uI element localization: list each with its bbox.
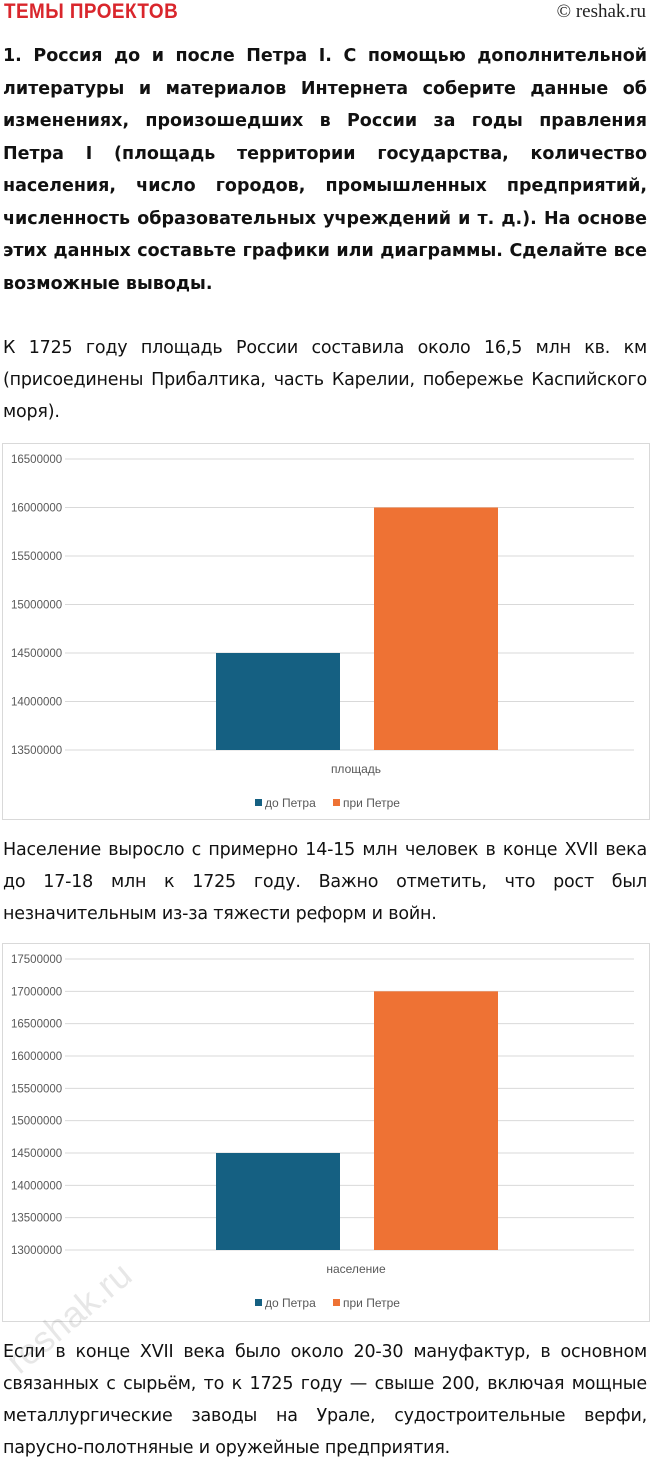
legend-label: при Петре: [343, 796, 400, 810]
bar-before: [216, 1153, 340, 1250]
y-tick-label: 14500000: [11, 1148, 62, 1160]
y-tick-label: 15500000: [11, 551, 62, 563]
y-tick-label: 16000000: [11, 1051, 62, 1063]
y-tick-label: 13500000: [11, 745, 62, 757]
paragraph-manufactures: Если в конце XVII века было около 20-30 …: [3, 1342, 647, 1458]
x-category-label: население: [326, 1262, 386, 1276]
bar-after: [374, 991, 498, 1250]
brand-logo: ТЕМЫ ПРОЕКТОВ: [4, 0, 179, 23]
legend-label: при Петре: [343, 1296, 400, 1310]
area-chart: 13500000 14000000 14500000 15000000 15500000…: [2, 443, 650, 820]
y-tick-label: 14000000: [11, 1180, 62, 1192]
copyright: © reshak.ru: [556, 1, 646, 22]
legend-label: до Петра: [265, 796, 316, 810]
y-tick-label: 14000000: [11, 697, 62, 709]
bar-before: [216, 653, 340, 750]
task-text: 1. Россия до и после Петра I. С помощью …: [3, 46, 647, 294]
y-tick-label: 13500000: [11, 1213, 62, 1225]
y-tick-label: 15000000: [11, 600, 62, 612]
y-tick-label: 14500000: [11, 648, 62, 660]
chart-svg: 13000000 13500000 14000000 14500000 15000000…: [11, 954, 634, 1310]
legend-swatch: [255, 1299, 262, 1306]
y-tick-label: 17500000: [11, 954, 62, 966]
y-tick-label: 16500000: [11, 1019, 62, 1031]
y-tick-label: 16500000: [11, 454, 62, 466]
chart-svg: 13500000 14000000 14500000 15000000 15500000…: [11, 454, 634, 810]
bar-after: [374, 507, 498, 750]
legend-swatch: [255, 799, 262, 806]
paragraph-population: Население выросло с примерно 14-15 млн ч…: [3, 840, 647, 924]
y-tick-label: 15000000: [11, 1116, 62, 1128]
y-tick-label: 16000000: [11, 503, 62, 515]
legend-swatch: [333, 1299, 340, 1306]
population-chart: 13000000 13500000 14000000 14500000 15000000…: [2, 943, 650, 1322]
y-tick-label: 13000000: [11, 1245, 62, 1257]
paragraph-area: К 1725 году площадь России составила око…: [3, 338, 647, 422]
x-category-label: площадь: [331, 762, 381, 776]
legend-label: до Петра: [265, 1296, 316, 1310]
y-tick-label: 17000000: [11, 986, 62, 998]
page-header: ТЕМЫ ПРОЕКТОВ © reshak.ru: [0, 0, 650, 26]
legend-swatch: [333, 799, 340, 806]
y-tick-label: 15500000: [11, 1083, 62, 1095]
